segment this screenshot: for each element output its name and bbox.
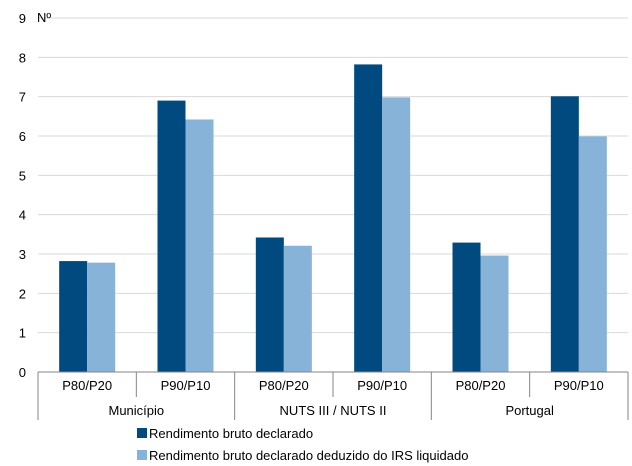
x-axis: P80/P20 P90/P10 Município P80/P20 P90/P10 NUT… (37, 371, 629, 420)
y-tick-label: 4 (19, 208, 26, 223)
y-tick-label: 2 (19, 286, 26, 301)
legend: Rendimento bruto declarado Rendimento bru… (137, 426, 468, 463)
x-tick-label: P90/P10 (554, 378, 604, 393)
y-tick-label: 3 (19, 247, 26, 262)
bar-net-6 (578, 136, 607, 372)
y-tick-label: 0 (19, 365, 26, 380)
bar-net-3 (283, 245, 312, 372)
legend-swatch-1 (137, 428, 147, 438)
group-label: Município (109, 403, 165, 418)
x-tick-label: P90/P10 (357, 378, 407, 393)
x-tick-label: P80/P20 (456, 378, 506, 393)
bar-net-2 (185, 119, 214, 372)
y-tick-label: 8 (19, 50, 26, 65)
bar-net-1 (87, 262, 116, 372)
bars (59, 64, 607, 373)
y-axis-label: Nº (37, 10, 51, 25)
x-tick-label: P80/P20 (259, 378, 309, 393)
group-label: NUTS III / NUTS II (280, 403, 387, 418)
x-tick-label: P90/P10 (161, 378, 211, 393)
legend-label-2: Rendimento bruto declarado deduzido do I… (149, 448, 468, 463)
group-label: Portugal (505, 403, 554, 418)
bar-net-5 (480, 255, 509, 372)
bar-gross-1 (59, 261, 88, 372)
bar-net-4 (382, 97, 411, 372)
bar-gross-6 (550, 96, 579, 373)
y-tick-label: 9 (19, 11, 26, 26)
bar-gross-5 (452, 242, 481, 372)
legend-swatch-2 (137, 450, 147, 460)
bar-gross-4 (354, 64, 383, 372)
y-tick-label: 6 (19, 129, 26, 144)
y-tick-label: 7 (19, 90, 26, 105)
bar-gross-3 (255, 237, 284, 372)
bar-gross-2 (157, 100, 186, 372)
y-tick-label: 5 (19, 168, 26, 183)
y-axis-ticks: 0 1 2 3 4 5 6 7 8 9 (19, 11, 26, 380)
x-tick-label: P80/P20 (62, 378, 112, 393)
gridlines (38, 17, 628, 334)
legend-label-1: Rendimento bruto declarado (149, 426, 313, 441)
y-tick-label: 1 (19, 326, 26, 341)
